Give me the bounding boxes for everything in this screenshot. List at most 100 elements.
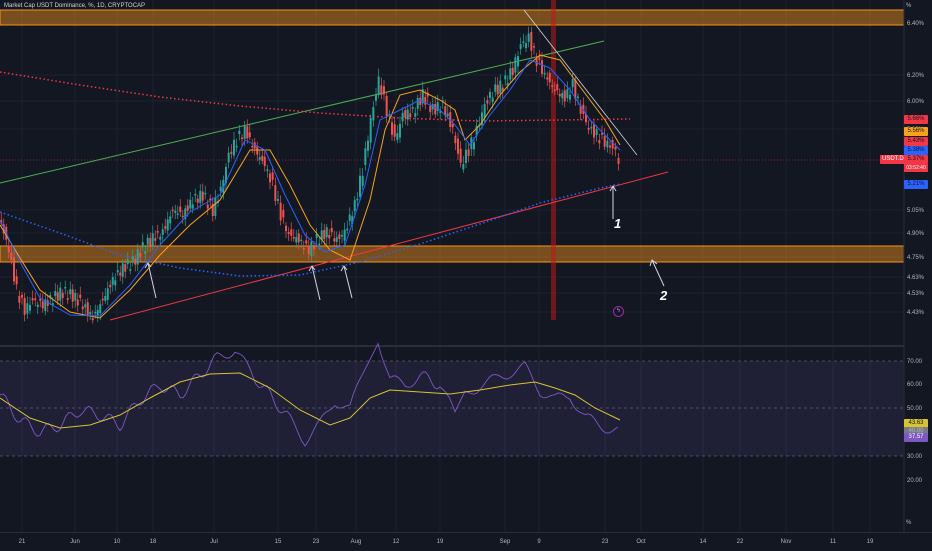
candle-body[interactable] (189, 199, 192, 209)
candle-body[interactable] (31, 298, 34, 301)
candle-body[interactable] (535, 58, 538, 66)
candle-body[interactable] (241, 137, 243, 140)
candle-body[interactable] (446, 113, 449, 116)
candle-body[interactable] (114, 280, 117, 286)
candle-body[interactable] (511, 67, 514, 76)
rsi-ma-line[interactable] (0, 372, 621, 429)
candle-body[interactable] (561, 93, 564, 99)
candle-body[interactable] (59, 287, 62, 301)
candle-body[interactable] (119, 272, 122, 276)
candle-body[interactable] (475, 125, 478, 136)
candle-body[interactable] (104, 295, 107, 301)
candle-body[interactable] (101, 298, 104, 301)
candle-body[interactable] (351, 216, 354, 225)
candle-body[interactable] (361, 175, 364, 186)
ema-dotted-red-line[interactable] (0, 71, 631, 122)
candle-body[interactable] (233, 139, 235, 156)
flash-icon[interactable]: ϟ (613, 306, 624, 317)
candle-body[interactable] (204, 192, 207, 195)
candle-body[interactable] (238, 130, 241, 135)
candle-body[interactable] (346, 228, 349, 231)
candle-body[interactable] (318, 243, 321, 246)
candle-body[interactable] (454, 135, 457, 144)
candle-body[interactable] (391, 122, 393, 135)
candle-body[interactable] (39, 298, 42, 301)
candle-body[interactable] (222, 179, 225, 193)
rsi-line[interactable] (0, 342, 618, 447)
candle-body[interactable] (18, 295, 21, 303)
candle-body[interactable] (297, 233, 300, 243)
candle-body[interactable] (285, 225, 287, 232)
candle-body[interactable] (300, 239, 303, 242)
candle-body[interactable] (56, 292, 59, 301)
candle-body[interactable] (164, 226, 167, 229)
candle-body[interactable] (169, 216, 172, 224)
candle-body[interactable] (181, 215, 184, 218)
candle-body[interactable] (606, 140, 609, 148)
candle-body[interactable] (546, 77, 549, 80)
candle-body[interactable] (282, 209, 285, 218)
candle-body[interactable] (41, 301, 44, 309)
candle-body[interactable] (411, 107, 414, 109)
candle-body[interactable] (302, 247, 305, 250)
candle-body[interactable] (571, 79, 574, 88)
candle-body[interactable] (414, 112, 417, 117)
candle-body[interactable] (186, 205, 189, 211)
candle-body[interactable] (333, 238, 336, 242)
candle-body[interactable] (74, 292, 77, 301)
candle-body[interactable] (21, 294, 23, 298)
candle-body[interactable] (496, 84, 499, 95)
candle-body[interactable] (444, 106, 447, 116)
candle-body[interactable] (506, 83, 509, 86)
candle-body[interactable] (543, 72, 546, 75)
candle-body[interactable] (563, 90, 566, 102)
candle-body[interactable] (126, 259, 129, 265)
candle-body[interactable] (256, 146, 259, 155)
candle-body[interactable] (603, 136, 606, 147)
resistance-zone[interactable] (0, 9, 905, 26)
candle-body[interactable] (211, 203, 214, 216)
candle-body[interactable] (501, 87, 504, 91)
candle-body[interactable] (121, 263, 124, 277)
candle-body[interactable] (277, 199, 279, 201)
candle-body[interactable] (566, 89, 569, 99)
candle-body[interactable] (274, 185, 277, 201)
candle-body[interactable] (323, 230, 326, 240)
candle-body[interactable] (154, 238, 157, 241)
candle-body[interactable] (76, 299, 79, 306)
candle-body[interactable] (325, 227, 328, 238)
candle-body[interactable] (251, 145, 254, 148)
candle-body[interactable] (509, 68, 512, 80)
candle-body[interactable] (134, 258, 137, 265)
candle-body[interactable] (271, 172, 274, 180)
candle-body[interactable] (558, 93, 561, 97)
candle-body[interactable] (579, 105, 582, 114)
white-trendline[interactable] (523, 9, 638, 156)
candle-body[interactable] (522, 41, 525, 44)
candle-body[interactable] (71, 289, 74, 302)
candle-body[interactable] (214, 197, 217, 216)
candle-body[interactable] (23, 298, 26, 315)
candle-body[interactable] (248, 132, 251, 138)
candle-body[interactable] (396, 133, 399, 140)
candle-body[interactable] (116, 270, 119, 273)
ma-orange-line[interactable] (0, 54, 621, 319)
candle-body[interactable] (617, 157, 620, 164)
candle-body[interactable] (146, 237, 149, 245)
candle-body[interactable] (434, 104, 437, 115)
candle-body[interactable] (519, 44, 522, 50)
candle-body[interactable] (129, 269, 132, 271)
candle-body[interactable] (343, 229, 346, 241)
candle-body[interactable] (81, 306, 84, 310)
candle-body[interactable] (64, 287, 67, 289)
candle-body[interactable] (151, 233, 154, 246)
candle-body[interactable] (348, 214, 351, 221)
candle-body[interactable] (533, 46, 535, 48)
candle-body[interactable] (483, 103, 486, 118)
candle-body[interactable] (295, 237, 298, 243)
candle-body[interactable] (174, 210, 177, 214)
vertical-marker-line[interactable] (551, 0, 556, 320)
candle-body[interactable] (86, 302, 89, 315)
candle-body[interactable] (541, 60, 543, 74)
